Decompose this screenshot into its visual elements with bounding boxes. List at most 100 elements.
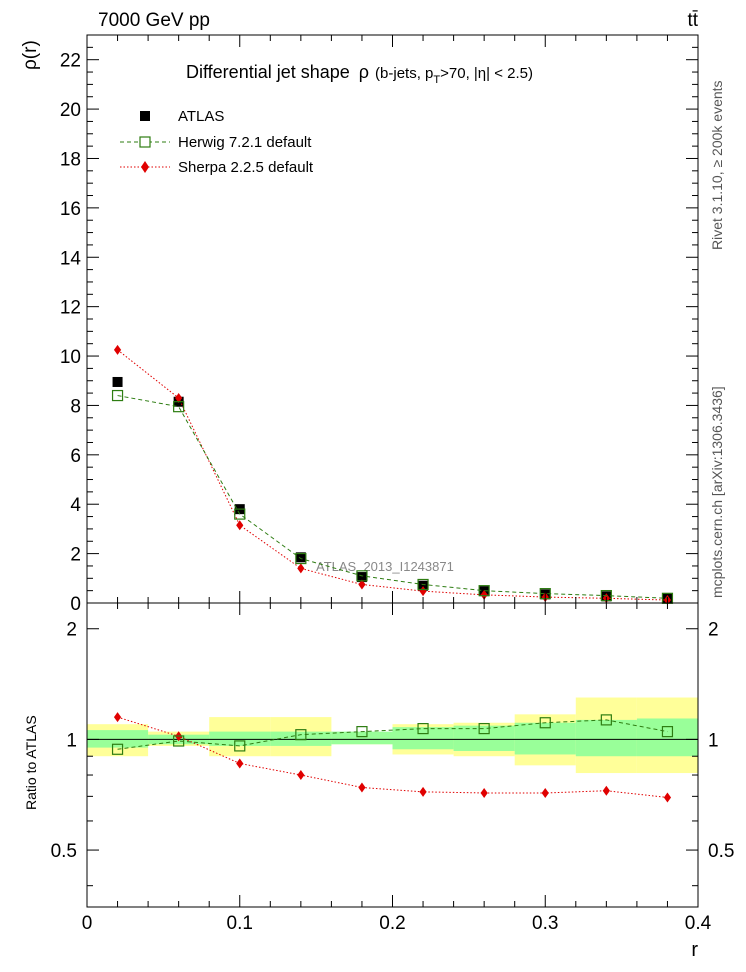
ratio-herwig-point: [661, 726, 674, 738]
ratio-ytick-label-left: 0.5: [51, 841, 77, 862]
ratio-xtick-label: 0.3: [532, 913, 558, 934]
main-ytick-label: 20: [60, 100, 81, 121]
main-ytick-label: 10: [60, 347, 81, 368]
rivet-label: Rivet 3.1.10, ≥ 200k events: [709, 80, 725, 250]
main-ytick-label: 4: [70, 495, 81, 516]
ratio-sherpa-point: [358, 782, 366, 793]
ratio-herwig-point: [539, 717, 551, 729]
legend-label-sherpa: Sherpa 2.2.5 default: [178, 159, 314, 176]
ratio-band-stat: [636, 718, 698, 757]
legend-label-atlas: ATLAS: [178, 108, 224, 125]
ratio-xlabel: r: [691, 939, 698, 961]
main-axes: 0 2 4 6 8 10 12 14 16 18 20 22: [60, 34, 699, 615]
title-cuts-pre: (b-jets, p: [375, 65, 433, 82]
sherpa-point: [358, 579, 366, 590]
sherpa-point: [236, 520, 244, 531]
sherpa-point: [480, 589, 488, 600]
herwig-point: [417, 578, 429, 591]
ratio-herwig-line: [117, 719, 668, 750]
sherpa-point: [297, 563, 305, 574]
ratio-band-stat: [209, 731, 271, 746]
legend-marker-herwig: [139, 136, 151, 148]
ratio-band-stat: [392, 727, 454, 750]
main-ytick-label: 6: [70, 446, 81, 467]
ratio-sherpa-point: [297, 770, 305, 781]
ratio-band-stat: [575, 719, 637, 757]
ratio-herwig-point: [478, 723, 490, 735]
ratio-band-stat: [270, 731, 332, 746]
ratio-sherpa-line: [117, 716, 668, 798]
herwig-point: [173, 401, 185, 413]
sherpa-point: [175, 393, 183, 404]
ratio-sherpa-point: [236, 758, 244, 769]
main-ytick-label: 12: [60, 298, 81, 319]
title-cuts-sub: T: [433, 74, 440, 86]
atlas-point: [112, 376, 123, 387]
ratio-axes: 0.5 0.5 1 1 2 2 0 0.1 0.2 0.3 0.4: [51, 603, 734, 934]
title-rho: ρ: [359, 62, 369, 82]
main-ylabel: ρ(r): [20, 40, 41, 70]
ratio-band-stat: [453, 725, 515, 751]
ratio-xtick-label: 0.4: [685, 913, 712, 934]
herwig-point: [356, 570, 368, 582]
ratio-sherpa-point: [541, 787, 549, 798]
ratio-xtick-label: 0.1: [227, 913, 253, 934]
herwig-line: [117, 395, 668, 599]
ratio-herwig-point: [111, 743, 124, 755]
energy-label: 7000 GeV pp: [98, 10, 210, 31]
ratio-herwig-point: [295, 729, 307, 741]
herwig-point: [478, 585, 490, 597]
ratio-herwig-point: [417, 723, 429, 735]
ratio-sherpa-point: [663, 792, 672, 803]
legend-item-sherpa: Sherpa 2.2.5 default: [120, 159, 314, 176]
ratio-ylabel: Ratio to ATLAS: [23, 715, 39, 810]
process-label: tt̄: [687, 10, 698, 31]
legend-item-atlas: ATLAS: [140, 108, 224, 125]
ratio-xtick-label: 0.2: [379, 913, 405, 934]
sherpa-point: [419, 586, 427, 597]
ratio-herwig-point: [600, 714, 612, 726]
herwig-point: [234, 508, 246, 520]
main-ytick-label: 18: [60, 149, 81, 170]
main-ytick-label: 2: [70, 545, 81, 566]
legend: ATLAS Herwig 7.2.1 default Sherpa 2.2.5 …: [120, 108, 314, 176]
main-panel: ATLAS_2013_I1243871 0246810121416182022 …: [20, 34, 699, 615]
ratio-band-stat: [87, 730, 149, 748]
ratio-sherpa-point: [480, 787, 488, 798]
main-ytick-label: 16: [60, 199, 81, 220]
title-cuts-post: >70, |η| < 2.5): [440, 65, 533, 82]
ratio-ytick-label-left: 1: [66, 730, 77, 751]
ratio-herwig-point: [234, 740, 246, 752]
legend-label-herwig: Herwig 7.2.1 default: [178, 134, 312, 151]
ratio-ytick-label-right: 1: [708, 730, 719, 751]
mcplots-label: mcplots.cern.ch [arXiv:1306.3436]: [709, 386, 725, 598]
sherpa-point: [113, 344, 122, 355]
ratio-sherpa-point: [419, 786, 427, 797]
ratio-sherpa-point: [602, 785, 610, 796]
ratio-ytick-label-right: 2: [708, 620, 719, 641]
main-ytick-label: 8: [70, 396, 81, 417]
ratio-sherpa-point: [113, 712, 122, 723]
legend-item-herwig: Herwig 7.2.1 default: [120, 134, 312, 151]
ratio-band-stat: [331, 731, 393, 745]
ratio-ytick-label-right: 0.5: [708, 841, 734, 862]
title-main: Differential jet shape: [186, 62, 350, 82]
ratio-herwig-point: [356, 726, 368, 738]
ratio-panel: 0.5 0.5 1 1 2 2 0 0.1 0.2 0.3 0.4 Ratio to ATLAS r: [23, 602, 734, 961]
ratio-xtick-label: 0: [82, 913, 93, 934]
ratio-herwig-point: [173, 735, 185, 747]
main-title: Differential jet shape ρ (b-jets, pT>70, |…: [186, 62, 533, 86]
main-ytick-label: 14: [60, 248, 82, 269]
herwig-point: [295, 552, 307, 565]
atlas-point: [356, 572, 367, 583]
main-ytick-label: 0: [70, 594, 81, 615]
main-ytick-label: 22: [60, 51, 81, 72]
legend-marker-atlas: [140, 111, 150, 121]
ratio-marks: [111, 712, 674, 803]
herwig-point: [111, 389, 124, 402]
atlas-point: [418, 580, 429, 591]
atlas-point: [295, 552, 306, 563]
main-watermark: ATLAS_2013_I1243871: [316, 559, 454, 574]
legend-marker-sherpa: [141, 161, 149, 173]
